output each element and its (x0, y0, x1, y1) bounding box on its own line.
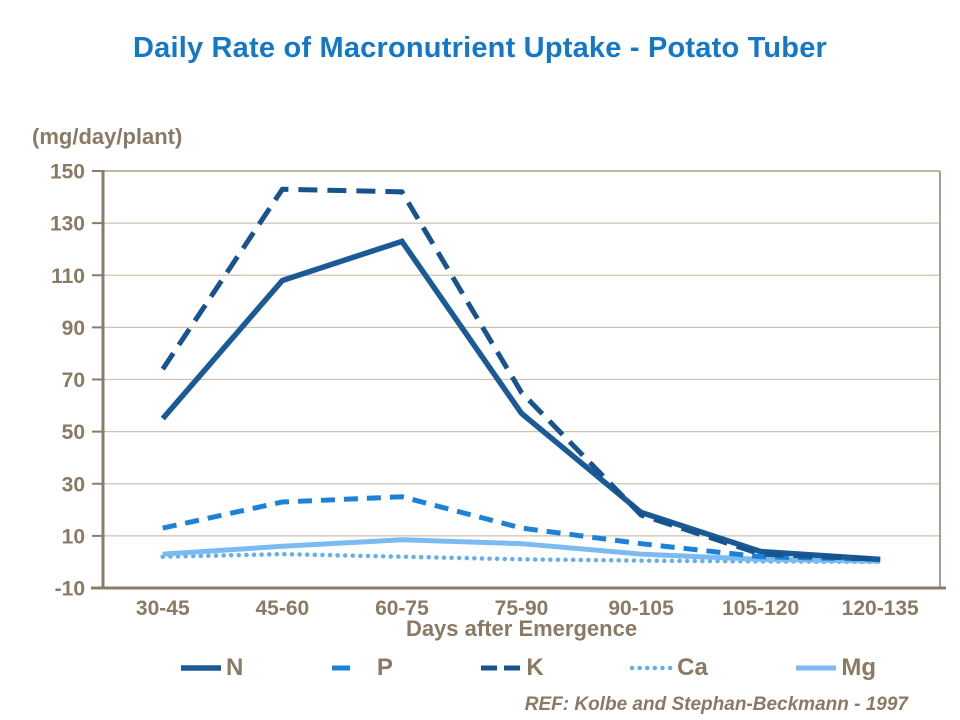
legend-swatch-N-icon (181, 665, 221, 671)
chart-legend: N P K Ca Mg (178, 650, 876, 686)
series-line-N (160, 238, 881, 563)
legend-swatch-Ca-icon (629, 665, 675, 671)
legend-swatch-Mg-icon (796, 665, 837, 671)
x-tick-label: 105-120 (722, 597, 799, 620)
x-tick-label: 90-105 (608, 597, 674, 620)
y-tick-label: 90 (62, 317, 85, 340)
legend-label-P: P (376, 654, 393, 681)
x-tick-label: 120-135 (842, 597, 919, 620)
x-tick-label: 30-45 (136, 597, 190, 620)
y-tick-label: 70 (62, 369, 85, 392)
y-tick-label: 30 (62, 473, 85, 496)
legend-label-Mg: Mg (841, 654, 876, 681)
y-tick-label: 110 (51, 265, 85, 288)
x-axis-title: Days after Emergence (405, 616, 638, 641)
legend-swatch-P-icon (331, 665, 372, 671)
chart-canvas: 150 130 110 90 70 50 30 10 -10 30-45 45-60 60-75 75-… (50, 161, 946, 620)
y-tick-label: 50 (62, 421, 85, 444)
legend-label-N: N (226, 654, 244, 681)
legend-item-Ca: Ca (629, 654, 708, 682)
series-line-P (162, 494, 881, 562)
legend-item-N: N (178, 654, 243, 682)
reference-citation: REF: Kolbe and Stephan-Beckmann - 1997 (524, 694, 908, 715)
y-tick-label: -10 (55, 578, 85, 601)
series-line-Ca (160, 551, 883, 565)
series-line-K (160, 186, 881, 562)
y-tick-label: 130 (50, 213, 85, 236)
legend-item-Mg: Mg (793, 654, 876, 682)
legend-label-K: K (526, 654, 544, 681)
y-tick-label: 10 (62, 525, 85, 548)
legend-item-P: P (329, 654, 393, 682)
y-tick-label: 150 (50, 161, 85, 184)
x-tick-label: 75-90 (495, 597, 549, 620)
y-axis-unit-label: (mg/day/plant) (32, 124, 183, 149)
x-tick-label: 60-75 (375, 597, 429, 620)
x-tick-label: 45-60 (255, 597, 309, 620)
legend-label-Ca: Ca (677, 654, 708, 681)
legend-item-K: K (478, 654, 544, 682)
chart-title: Daily Rate of Macronutrient Uptake - Pot… (132, 32, 828, 64)
series-line-Mg (162, 537, 881, 564)
legend-swatch-K-icon (481, 665, 522, 671)
